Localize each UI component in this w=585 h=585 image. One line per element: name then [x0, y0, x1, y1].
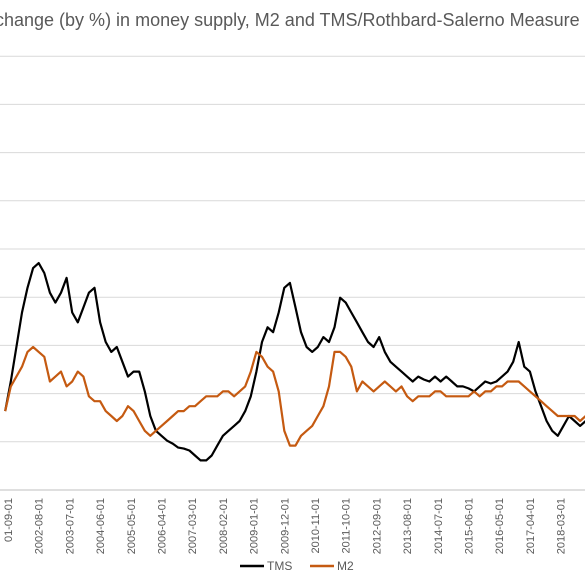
x-tick-label: 2008-02-01: [218, 498, 230, 554]
legend-label-m2: M2: [337, 559, 354, 573]
x-tick-label: 2003-07-01: [64, 498, 76, 554]
x-tick-label: 2010-11-01: [310, 498, 322, 553]
x-tick-label: 2007-03-01: [187, 498, 199, 554]
x-tick-label: 2012-09-01: [371, 498, 383, 554]
series-line-m2: [4, 345, 585, 447]
x-tick-label: 2004-06-01: [95, 498, 107, 554]
x-tick-label: 2006-04-01: [157, 498, 169, 554]
x-tick-label: 2002-08-01: [34, 498, 46, 554]
x-tick-label: 2015-06-01: [464, 498, 476, 554]
chart-title: change (by %) in money supply, M2 and TM…: [0, 10, 580, 30]
series-line-tms: [4, 262, 585, 462]
x-tick-label: 2009-01-01: [249, 498, 261, 554]
x-tick-label: 01-09-01: [3, 498, 15, 542]
x-tick-label: 2016-05-01: [494, 498, 506, 554]
x-tick-label: 2013-08-01: [402, 498, 414, 554]
legend-label-tms: TMS: [267, 559, 292, 573]
x-tick-label: 2009-12-01: [279, 498, 291, 554]
x-tick-label: 2018-03-01: [556, 498, 568, 554]
x-tick-label: 2017-04-01: [525, 498, 537, 554]
x-tick-label: 2011-10-01: [341, 498, 353, 553]
x-tick-label: 2005-05-01: [126, 498, 138, 554]
x-tick-label: 2014-07-01: [433, 498, 445, 554]
